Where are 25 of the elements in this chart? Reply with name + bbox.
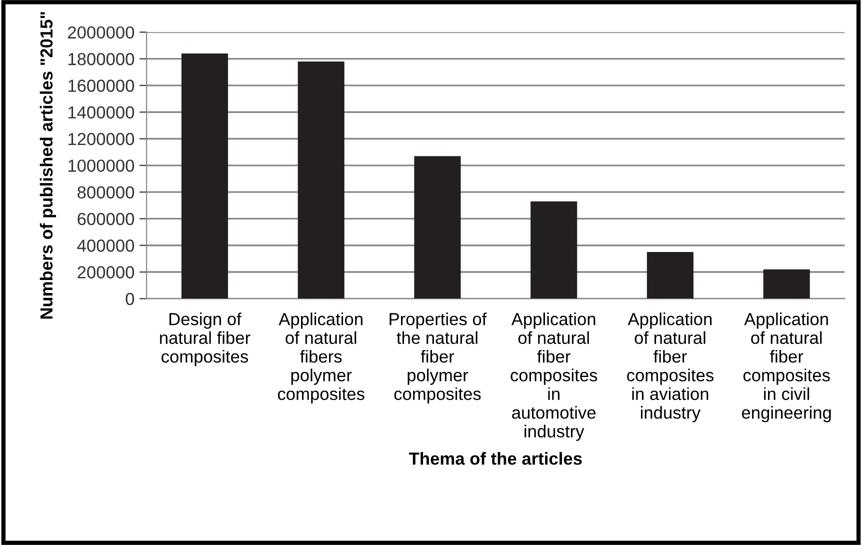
- x-tick-label: Properties of the natural fiber polymer composites: [390, 312, 487, 404]
- x-tick-label: Application of natural fiber composites in civil engineering: [742, 312, 831, 422]
- bar: [181, 53, 228, 299]
- y-tick-label: 1800000: [68, 52, 134, 66]
- bar: [414, 156, 461, 299]
- x-tick-label: Application of natural fibers polymer composites: [278, 312, 364, 404]
- y-tick-label: 0: [126, 292, 134, 306]
- bar: [763, 269, 810, 299]
- y-tick-label: 1400000: [68, 106, 134, 119]
- y-tick-label: 1600000: [68, 80, 134, 92]
- bar: [298, 61, 344, 299]
- y-tick-label: 2000000: [68, 26, 134, 39]
- y-axis-title: Numbers of published articles "2015": [40, 12, 56, 319]
- y-tick-label: 200000: [78, 266, 134, 278]
- y-tick-label: 1000000: [68, 160, 134, 172]
- y-tick-label: 1200000: [68, 132, 134, 146]
- bar: [530, 201, 578, 299]
- bar: [646, 252, 694, 299]
- y-tick-label: 600000: [78, 212, 134, 226]
- x-tick-label: Application of natural fiber composites in aviation industry: [627, 312, 714, 422]
- y-tick-label: 400000: [77, 240, 134, 252]
- x-axis-title: Thema of the articles: [409, 452, 582, 465]
- x-tick-label: Design of natural fiber composites: [160, 312, 250, 366]
- x-tick-label: Application of natural fiber composites in automotive industry: [510, 312, 598, 441]
- y-tick-label: 800000: [78, 186, 134, 199]
